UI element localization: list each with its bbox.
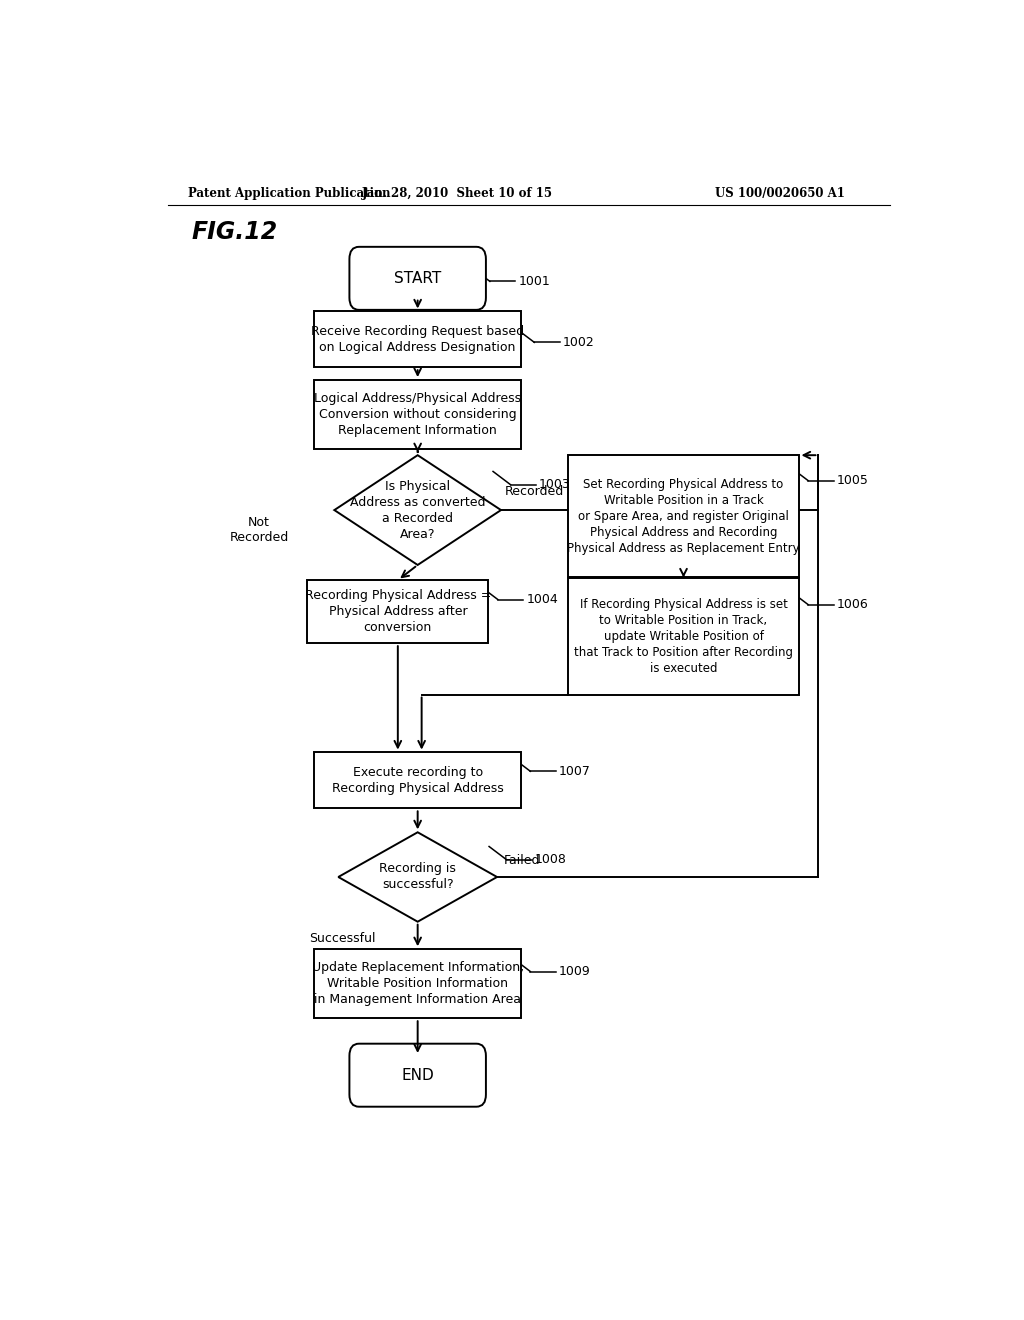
Text: 1001: 1001 <box>518 275 550 288</box>
Text: Not
Recorded: Not Recorded <box>229 516 289 544</box>
Text: Update Replacement Information,
Writable Position Information
in Management Info: Update Replacement Information, Writable… <box>311 961 523 1006</box>
Bar <box>314 312 521 367</box>
Text: Set Recording Physical Address to
Writable Position in a Track
or Spare Area, an: Set Recording Physical Address to Writab… <box>567 478 800 554</box>
Text: Recorded: Recorded <box>505 484 564 498</box>
FancyBboxPatch shape <box>349 1044 486 1106</box>
Text: 1005: 1005 <box>837 474 868 487</box>
Text: Recording is
successful?: Recording is successful? <box>379 862 456 891</box>
Text: 1003: 1003 <box>539 478 570 491</box>
Polygon shape <box>338 833 497 921</box>
Polygon shape <box>334 455 501 565</box>
Text: Logical Address/Physical Address
Conversion without considering
Replacement Info: Logical Address/Physical Address Convers… <box>314 392 521 437</box>
Text: START: START <box>394 271 441 286</box>
Text: 1008: 1008 <box>536 853 567 866</box>
Text: 1002: 1002 <box>563 335 595 348</box>
Text: Receive Recording Request based
on Logical Address Designation: Receive Recording Request based on Logic… <box>311 325 524 354</box>
Bar <box>307 581 488 643</box>
Bar <box>568 455 799 577</box>
Text: Is Physical
Address as converted
a Recorded
Area?: Is Physical Address as converted a Recor… <box>350 479 485 541</box>
Text: Successful: Successful <box>309 932 376 945</box>
Text: Jan. 28, 2010  Sheet 10 of 15: Jan. 28, 2010 Sheet 10 of 15 <box>361 187 553 201</box>
Bar <box>568 578 799 694</box>
Bar <box>314 380 521 449</box>
Text: END: END <box>401 1068 434 1082</box>
Text: Patent Application Publication: Patent Application Publication <box>187 187 390 201</box>
Text: Execute recording to
Recording Physical Address: Execute recording to Recording Physical … <box>332 766 504 795</box>
Text: 1009: 1009 <box>559 965 591 978</box>
Text: US 100/0020650 A1: US 100/0020650 A1 <box>715 187 845 201</box>
Bar <box>314 752 521 808</box>
FancyBboxPatch shape <box>349 247 486 310</box>
Text: 1006: 1006 <box>837 598 868 611</box>
Text: 1007: 1007 <box>559 764 591 777</box>
Text: Recording Physical Address =
Physical Address after
conversion: Recording Physical Address = Physical Ad… <box>304 589 492 634</box>
Text: Failed: Failed <box>504 854 540 867</box>
Text: FIG.12: FIG.12 <box>191 219 278 244</box>
Text: 1004: 1004 <box>526 593 558 606</box>
Text: If Recording Physical Address is set
to Writable Position in Track,
update Writa: If Recording Physical Address is set to … <box>574 598 793 675</box>
Bar <box>314 949 521 1018</box>
